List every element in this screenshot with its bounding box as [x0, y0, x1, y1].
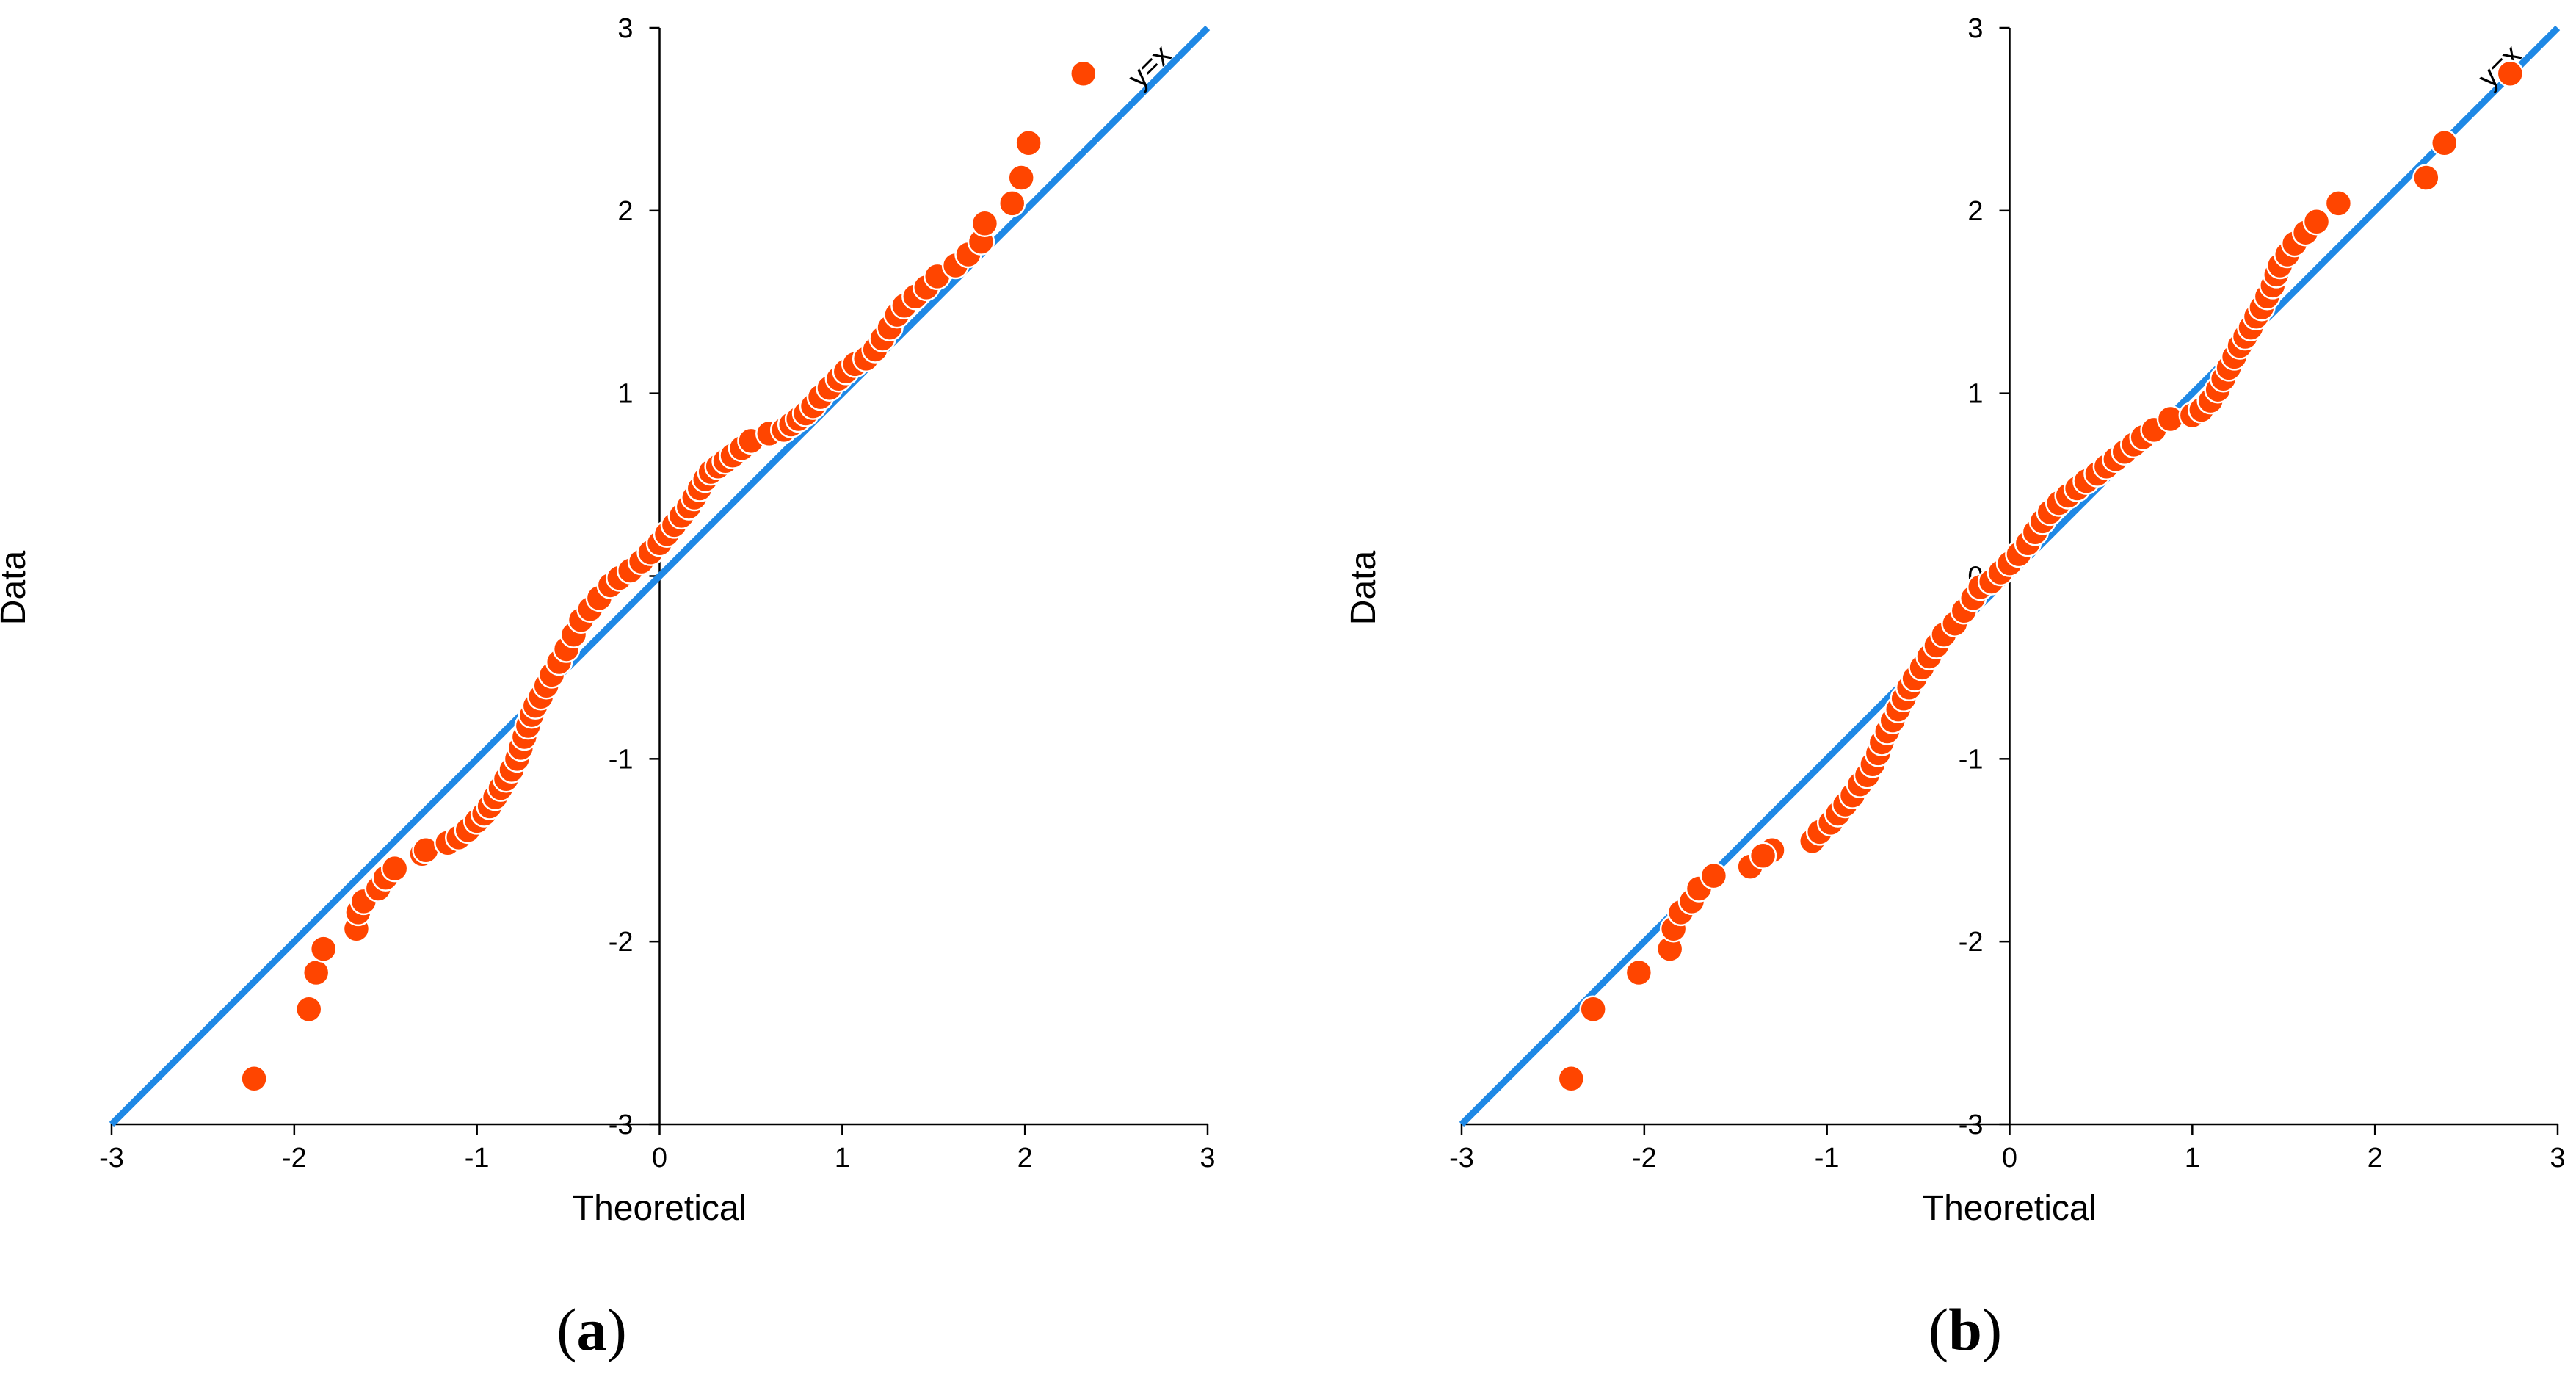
data-point	[240, 1065, 268, 1093]
panel-letter: b	[1948, 1296, 1982, 1363]
data-point	[998, 189, 1026, 217]
data-point	[2324, 189, 2353, 217]
x-tick-label: -2	[1632, 1143, 1657, 1174]
x-tick-label: 1	[835, 1143, 850, 1174]
panel-label: (a)	[556, 1296, 627, 1363]
y-tick-label: -3	[1959, 1110, 1984, 1140]
x-tick-label: -3	[1449, 1143, 1474, 1174]
y-tick-label: 2	[1967, 196, 1983, 227]
x-tick-label: -1	[1815, 1143, 1840, 1174]
data-point	[1625, 958, 1653, 987]
reference-line-y-equals-x	[109, 25, 1211, 1127]
data-point	[309, 935, 338, 963]
y-tick-label: 2	[617, 196, 633, 227]
y-axis-title: Data	[0, 551, 33, 626]
panel-letter: a	[577, 1296, 607, 1363]
data-point	[1015, 129, 1042, 157]
x-tick-label: -3	[99, 1143, 124, 1174]
panel-label: (b)	[1929, 1296, 2002, 1363]
data-point	[302, 958, 330, 987]
x-tick-label: 2	[2368, 1143, 2383, 1174]
data-point	[2496, 59, 2525, 87]
y-tick-label: -3	[609, 1110, 634, 1140]
y-tick-label: 1	[1967, 379, 1983, 410]
data-point	[1557, 1065, 1586, 1093]
y-tick-label: -1	[609, 744, 634, 775]
y-tick-label: -1	[1959, 744, 1984, 775]
y-tick-label: 3	[1967, 13, 1983, 44]
data-point	[1007, 164, 1035, 192]
y-tick-label: 1	[617, 379, 633, 410]
data-point	[2412, 164, 2440, 192]
data-point	[1070, 59, 1097, 87]
reference-line-label: y=x	[1122, 39, 1178, 95]
data-point	[2302, 208, 2331, 236]
data-point	[1749, 842, 1777, 869]
x-tick-label: 0	[2002, 1143, 2017, 1174]
y-tick-label: -2	[1959, 927, 1984, 958]
x-tick-label: 0	[652, 1143, 667, 1174]
x-tick-label: 1	[2185, 1143, 2200, 1174]
data-point	[294, 995, 323, 1023]
x-tick-label: 2	[1017, 1143, 1033, 1174]
data-point	[1579, 995, 1607, 1023]
data-point	[970, 209, 999, 238]
x-axis-title: Theoretical	[573, 1189, 747, 1228]
y-tick-label: -2	[609, 927, 634, 958]
y-axis-title: Data	[1344, 551, 1383, 626]
data-point	[2430, 129, 2459, 157]
x-tick-label: -2	[282, 1143, 307, 1174]
x-tick-label: 3	[2550, 1143, 2565, 1174]
x-tick-label: 3	[1200, 1143, 1215, 1174]
x-tick-label: -1	[465, 1143, 490, 1174]
panel-a-qq-plot: -3-2-10123-3-2-10123TheoreticalDatay=x(a…	[0, 13, 1216, 1363]
panel-b-qq-plot: -3-2-10123-3-2-10123TheoreticalDatay=x(b…	[1344, 13, 2566, 1363]
x-axis-title: Theoretical	[1923, 1189, 2097, 1228]
data-point	[1699, 861, 1728, 890]
y-tick-label: 3	[617, 13, 633, 44]
data-point	[380, 854, 409, 883]
